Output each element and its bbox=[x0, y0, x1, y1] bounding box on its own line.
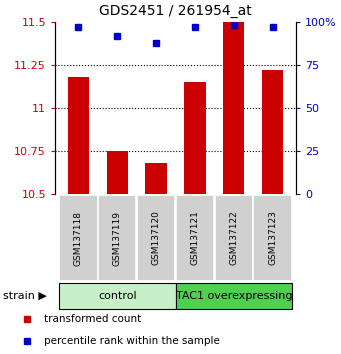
FancyBboxPatch shape bbox=[59, 195, 98, 281]
Text: GSM137119: GSM137119 bbox=[113, 211, 122, 266]
Text: strain ▶: strain ▶ bbox=[3, 291, 47, 301]
Bar bbox=[223, 22, 244, 194]
Bar bbox=[68, 77, 89, 194]
Text: GSM137118: GSM137118 bbox=[74, 211, 83, 266]
Text: GSM137123: GSM137123 bbox=[268, 211, 277, 266]
Bar bbox=[184, 82, 206, 194]
Bar bbox=[106, 151, 128, 194]
FancyBboxPatch shape bbox=[59, 284, 176, 309]
FancyBboxPatch shape bbox=[98, 195, 136, 281]
Title: GDS2451 / 261954_at: GDS2451 / 261954_at bbox=[99, 4, 252, 18]
Text: GSM137120: GSM137120 bbox=[151, 211, 161, 266]
Text: control: control bbox=[98, 291, 136, 301]
FancyBboxPatch shape bbox=[137, 195, 175, 281]
FancyBboxPatch shape bbox=[176, 284, 292, 309]
FancyBboxPatch shape bbox=[214, 195, 253, 281]
Text: GSM137121: GSM137121 bbox=[190, 211, 199, 266]
Text: percentile rank within the sample: percentile rank within the sample bbox=[44, 336, 220, 346]
FancyBboxPatch shape bbox=[176, 195, 214, 281]
Text: TAC1 overexpressing: TAC1 overexpressing bbox=[176, 291, 292, 301]
FancyBboxPatch shape bbox=[253, 195, 292, 281]
Bar bbox=[262, 70, 283, 194]
Bar bbox=[145, 163, 167, 194]
Text: GSM137122: GSM137122 bbox=[229, 211, 238, 266]
Text: transformed count: transformed count bbox=[44, 314, 142, 324]
